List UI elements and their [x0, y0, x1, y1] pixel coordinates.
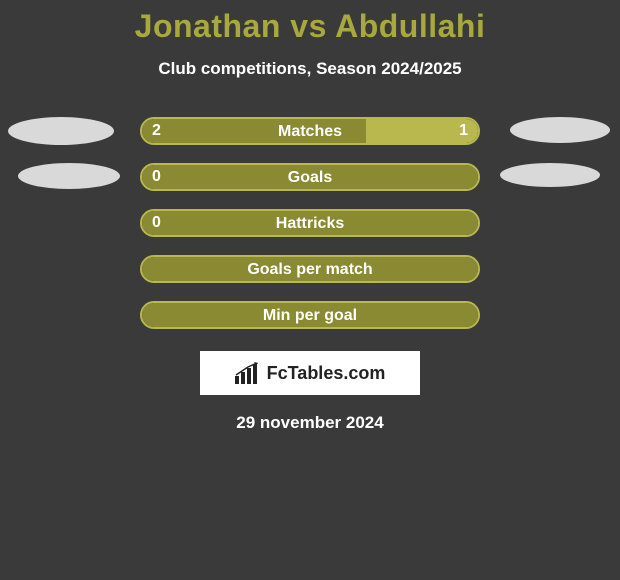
player-photo-placeholder-left — [8, 117, 114, 145]
stat-value-left: 0 — [142, 165, 478, 189]
date-label: 29 november 2024 — [0, 413, 620, 433]
stat-bar: 21Matches — [140, 117, 480, 145]
stat-value-left — [142, 257, 478, 281]
comparison-subtitle: Club competitions, Season 2024/2025 — [0, 59, 620, 79]
stat-value-left — [142, 303, 478, 327]
player-photo-placeholder-left — [18, 163, 120, 189]
chart-icon — [235, 362, 261, 384]
logo-box: FcTables.com — [200, 351, 420, 395]
stat-bar: Min per goal — [140, 301, 480, 329]
stat-bar: 0Hattricks — [140, 209, 480, 237]
stat-row: 0Goals — [0, 163, 620, 195]
stats-area: 21Matches 0Goals 0Hattricks Goals per match… — [0, 117, 620, 333]
stat-row: Min per goal — [0, 301, 620, 333]
stat-bar: 0Goals — [140, 163, 480, 191]
stat-row: 0Hattricks — [0, 209, 620, 241]
logo-text: FcTables.com — [267, 363, 386, 384]
stat-value-left: 2 — [142, 119, 366, 143]
stat-value-left: 0 — [142, 211, 478, 235]
stat-row: 21Matches — [0, 117, 620, 149]
stat-bar: Goals per match — [140, 255, 480, 283]
player-photo-placeholder-right — [500, 163, 600, 187]
stat-row: Goals per match — [0, 255, 620, 287]
player-photo-placeholder-right — [510, 117, 610, 143]
comparison-title: Jonathan vs Abdullahi — [0, 0, 620, 45]
stat-value-right: 1 — [366, 119, 478, 143]
